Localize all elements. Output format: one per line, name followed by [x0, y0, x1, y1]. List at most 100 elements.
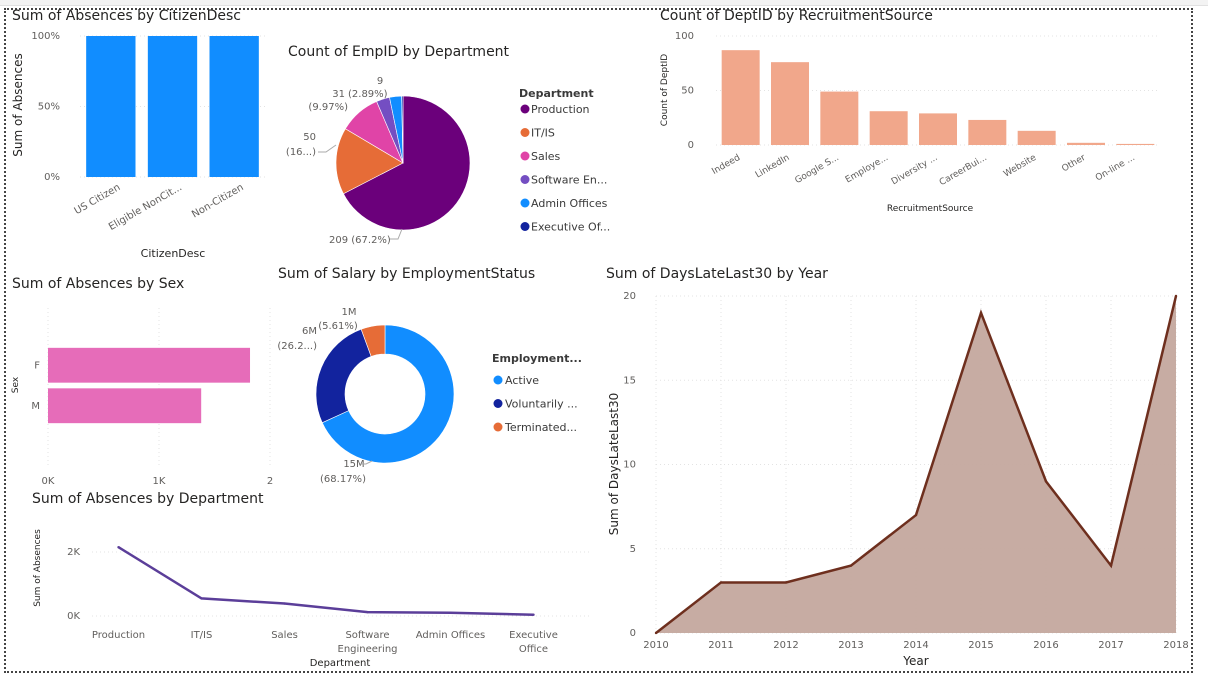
legend-swatch [520, 175, 530, 184]
x-tick-label: 2014 [903, 640, 928, 651]
bar [721, 50, 760, 145]
y-tick-label: 2K [67, 547, 80, 558]
top-strip [0, 0, 1208, 6]
x-tick-label: Office [519, 644, 548, 655]
absences-by-department-chart[interactable]: Sum of Absences by Department 0K 2K Produc… [32, 491, 590, 669]
x-tick-label: 2015 [968, 640, 993, 651]
x-tick-label: 2016 [1033, 640, 1058, 651]
legend-swatch [493, 399, 503, 408]
data-point [117, 546, 120, 549]
data-label: 1M [342, 307, 357, 318]
bar [919, 113, 957, 145]
x-tick-label: Website [1002, 153, 1038, 180]
bar [209, 36, 259, 177]
x-tick-label: On-line ... [1094, 153, 1137, 184]
y-tick-label: 15 [623, 375, 636, 386]
bar [48, 388, 202, 424]
x-tick-label: 2010 [643, 640, 668, 651]
x-tick-label: 2018 [1163, 640, 1188, 651]
data-point [979, 311, 983, 315]
leader-line [390, 228, 403, 240]
leader-line [318, 144, 337, 153]
data-label: (68.17%) [320, 474, 366, 485]
data-point [449, 611, 452, 614]
legend-swatch [493, 422, 503, 432]
y-tick-label: 10 [623, 460, 636, 471]
salary-by-status-chart[interactable]: Sum of Salary by EmploymentStatus 15M (68… [277, 266, 582, 485]
absences-by-sex-chart[interactable]: Sum of Absences by Sex 0K 1K 2 F M Sex [11, 276, 273, 487]
legend-swatch [520, 151, 530, 161]
legend-swatch [520, 104, 530, 114]
y-tick-label: 50% [38, 102, 60, 113]
x-tick-label: Engineering [338, 644, 398, 655]
x-tick-label: Executive [509, 630, 558, 641]
data-label: (16...) [286, 147, 316, 158]
y-tick-label: 100% [31, 31, 60, 42]
bar [820, 91, 859, 145]
legend-title: Employment... [492, 352, 582, 365]
chart-title: Count of DeptID by RecruitmentSource [660, 8, 933, 24]
y-tick-label: 0 [630, 628, 636, 639]
chart-title: Sum of Salary by EmploymentStatus [278, 266, 535, 282]
data-label: 50 [303, 132, 316, 143]
legend-label: Terminated... [504, 421, 577, 434]
legend-label: Software En... [531, 174, 607, 187]
x-axis-title: RecruitmentSource [887, 204, 974, 214]
x-tick-label: Admin Offices [416, 630, 485, 641]
legend-label: Voluntarily ... [505, 398, 578, 411]
chart-title: Sum of Absences by CitizenDesc [12, 8, 241, 24]
chart-title: Count of EmpID by Department [288, 44, 510, 60]
x-tick-label: 2017 [1098, 640, 1123, 651]
x-tick-label: 0K [42, 476, 55, 487]
pie-slice [335, 128, 404, 195]
data-point [366, 610, 369, 614]
x-tick-label: Production [92, 630, 145, 641]
data-label: 9 [377, 76, 383, 87]
legend-label: Active [505, 374, 539, 387]
y-tick-label: 5 [630, 544, 636, 555]
legend-swatch [520, 198, 530, 208]
data-label: 209 (67.2%) [329, 235, 391, 246]
report-canvas-border [4, 8, 1193, 673]
x-tick-label: CareerBui... [938, 153, 989, 188]
y-tick-label: 0 [688, 140, 694, 151]
bar [48, 347, 251, 383]
data-point [1044, 480, 1048, 483]
bar [1067, 142, 1105, 145]
chart-title: Sum of Absences by Department [32, 491, 264, 507]
legend-swatch [493, 375, 503, 385]
chart-title: Sum of Absences by Sex [12, 276, 184, 292]
x-tick-label: Other [1060, 153, 1087, 175]
y-tick-label: F [34, 360, 40, 371]
dept-by-recruitment-chart[interactable]: Count of DeptID by RecruitmentSource 0 50… [660, 8, 1160, 214]
y-axis-title: Sex [11, 376, 21, 393]
emp-by-department-chart[interactable]: Count of EmpID by Department 209 (67.2%)… [286, 44, 610, 246]
x-tick-label: Google S... [793, 153, 840, 186]
absences-by-citizen-chart[interactable]: Sum of Absences by CitizenDesc 0% 50% 100%… [11, 8, 265, 260]
y-tick-label: 0% [44, 172, 60, 183]
chart-title: Sum of DaysLateLast30 by Year [606, 266, 828, 282]
data-point [784, 581, 788, 584]
legend-label: Admin Offices [531, 197, 608, 210]
y-axis-title: Sum of DaysLateLast30 [607, 393, 621, 535]
y-tick-label: M [31, 401, 40, 412]
x-tick-label: 2 [267, 476, 273, 487]
x-tick-label: Employe... [844, 153, 890, 185]
x-axis-title: Year [902, 654, 928, 668]
data-label: 6M [302, 326, 317, 337]
bar [147, 36, 198, 177]
legend-label: IT/IS [531, 127, 555, 140]
x-tick-label: Software [345, 630, 389, 641]
data-point [849, 564, 853, 567]
bar [968, 119, 1007, 145]
x-axis-title: CitizenDesc [141, 247, 206, 260]
y-tick-label: 0K [67, 611, 80, 622]
data-point [1174, 294, 1178, 298]
y-axis-title: Count of DeptID [660, 54, 670, 126]
data-point [654, 631, 658, 635]
dayslate-by-year-chart[interactable]: Sum of DaysLateLast30 by Year 0 5 10 15 20 20… [606, 266, 1189, 668]
area-fill [656, 296, 1176, 633]
x-tick-label: 2011 [708, 640, 733, 651]
data-label: (5.61%) [318, 321, 358, 332]
